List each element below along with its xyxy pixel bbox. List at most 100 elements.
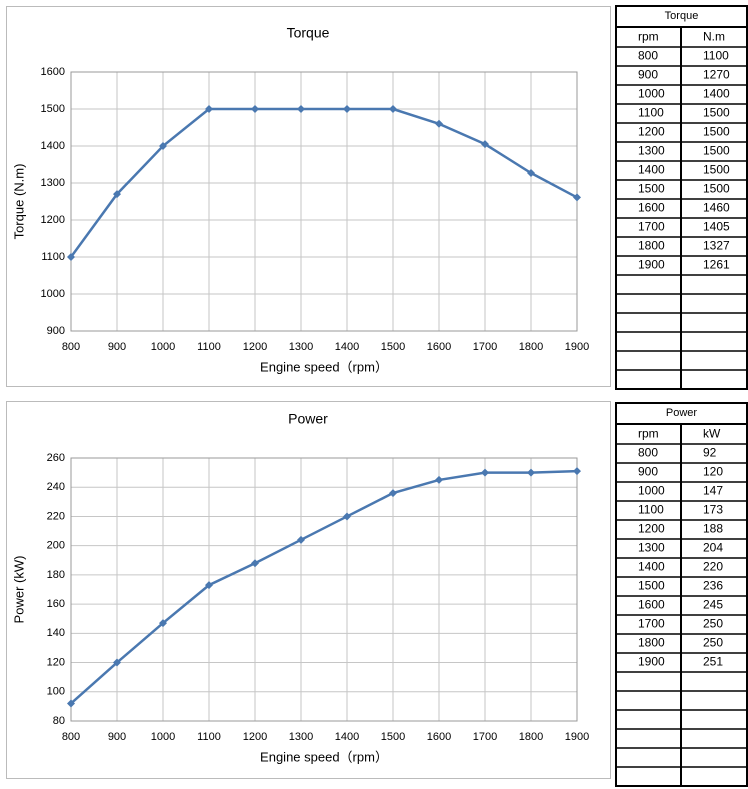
data-point xyxy=(389,105,397,113)
table-cell: 1460 xyxy=(703,201,730,215)
data-point xyxy=(251,105,259,113)
data-point xyxy=(67,699,75,708)
table-cell: 1900 xyxy=(638,655,665,669)
table-cell: rpm xyxy=(638,427,659,441)
table-cell: 1500 xyxy=(703,125,730,139)
data-point xyxy=(343,512,351,521)
table-cell: 204 xyxy=(703,541,723,555)
table-cell: 1270 xyxy=(703,68,730,82)
table-title: Power xyxy=(666,407,698,419)
x-tick-label: 1100 xyxy=(197,731,221,743)
table-cell: 1405 xyxy=(703,220,730,234)
table-cell: 1000 xyxy=(638,87,665,101)
chart: Torque 900 1000 1100 1200 1300 1400 1500 1600 800… xyxy=(6,6,611,387)
data-point xyxy=(435,475,443,484)
x-tick-label: 1100 xyxy=(197,341,221,353)
table-cell: 1800 xyxy=(638,636,665,650)
table-cell: 1100 xyxy=(638,106,664,120)
table-cell: 1500 xyxy=(703,182,730,196)
data-point xyxy=(205,581,213,590)
table-cell: 1100 xyxy=(638,503,664,517)
table-cell: 1200 xyxy=(638,522,665,536)
x-tick-label: 1600 xyxy=(427,341,451,353)
table-cell: 245 xyxy=(703,598,723,612)
x-tick-label: 1700 xyxy=(473,731,497,743)
y-axis-label: Torque (N.m) xyxy=(11,164,26,240)
x-tick-label: 1000 xyxy=(151,731,175,743)
y-tick-label: 1100 xyxy=(41,251,65,263)
table-cell: 220 xyxy=(703,560,723,574)
table-cell: kW xyxy=(703,427,721,441)
table-cell: 1400 xyxy=(638,163,665,177)
data-point xyxy=(481,140,489,149)
x-tick-label: 1900 xyxy=(565,731,589,743)
plot-border xyxy=(70,457,578,722)
table-cell: 1900 xyxy=(638,258,665,272)
chart-frame xyxy=(6,401,611,779)
chart-frame xyxy=(6,6,611,387)
table-cell: 1800 xyxy=(638,239,665,253)
data-point xyxy=(435,119,443,128)
data-point xyxy=(573,467,581,476)
chart: Power 80 100 120 140 160 180 200 220 240 260 800 900… xyxy=(6,401,611,779)
x-tick-label: 1800 xyxy=(519,341,543,353)
table-cell: 1300 xyxy=(638,541,665,555)
data-point xyxy=(67,253,75,261)
x-tick-label: 1300 xyxy=(289,341,313,353)
x-tick-label: 900 xyxy=(108,341,126,353)
y-tick-label: 180 xyxy=(47,569,65,581)
table-cell: 1500 xyxy=(703,144,730,158)
table-cell: 1700 xyxy=(638,617,665,631)
x-tick-label: 1300 xyxy=(289,731,313,743)
x-tick-label: 1000 xyxy=(151,341,175,353)
y-tick-label: 80 xyxy=(53,715,65,727)
data-point xyxy=(297,105,305,113)
table-cell: 236 xyxy=(703,579,723,593)
table-cell: 250 xyxy=(703,636,723,650)
x-tick-label: 1700 xyxy=(473,341,497,353)
table-cell: N.m xyxy=(703,30,725,44)
table-cell: 900 xyxy=(638,68,658,82)
table-cell: rpm xyxy=(638,30,659,44)
table: Torque rpm N.m 800 1100 900 1270 1000 1400 1100 15… xyxy=(615,5,748,390)
data-point xyxy=(297,535,305,544)
data-point xyxy=(389,489,397,498)
data-point xyxy=(527,169,535,178)
y-tick-label: 120 xyxy=(47,656,65,668)
table-cell: 188 xyxy=(703,522,723,536)
table-cell: 250 xyxy=(703,617,723,631)
table-cell: 1400 xyxy=(703,87,730,101)
x-tick-label: 1200 xyxy=(243,731,267,743)
x-tick-label: 1800 xyxy=(519,731,543,743)
y-tick-label: 240 xyxy=(47,481,65,493)
data-line xyxy=(69,107,578,258)
data-point xyxy=(481,468,489,477)
y-axis-label: Power (kW) xyxy=(11,556,26,624)
table-cell: 1500 xyxy=(638,579,665,593)
x-tick-label: 1600 xyxy=(427,731,451,743)
data-point xyxy=(205,105,213,113)
data-point xyxy=(343,105,351,113)
y-tick-label: 1400 xyxy=(41,140,65,152)
data-line xyxy=(70,469,578,705)
table-cell: 173 xyxy=(703,503,723,517)
y-tick-label: 220 xyxy=(47,510,65,522)
data-point xyxy=(159,142,167,150)
chart-title: Torque xyxy=(287,25,330,41)
y-tick-label: 200 xyxy=(47,540,65,552)
table-cell: 1500 xyxy=(703,163,730,177)
y-tick-label: 1200 xyxy=(41,214,65,226)
table-cell: 1100 xyxy=(703,49,729,63)
table: Power rpm kW 800 92 900 120 1000 147 1100 173 1200 1… xyxy=(615,402,748,787)
x-tick-label: 1200 xyxy=(243,341,267,353)
table-cell: 1600 xyxy=(638,598,665,612)
data-point xyxy=(527,468,535,477)
x-tick-label: 800 xyxy=(62,731,80,743)
table-cell: 1600 xyxy=(638,201,665,215)
data-point xyxy=(573,193,581,202)
table-cell: 92 xyxy=(703,446,717,460)
y-tick-label: 1300 xyxy=(41,177,65,189)
x-axis-label: Engine speed（rpm） xyxy=(260,749,388,764)
x-tick-label: 1500 xyxy=(381,341,405,353)
